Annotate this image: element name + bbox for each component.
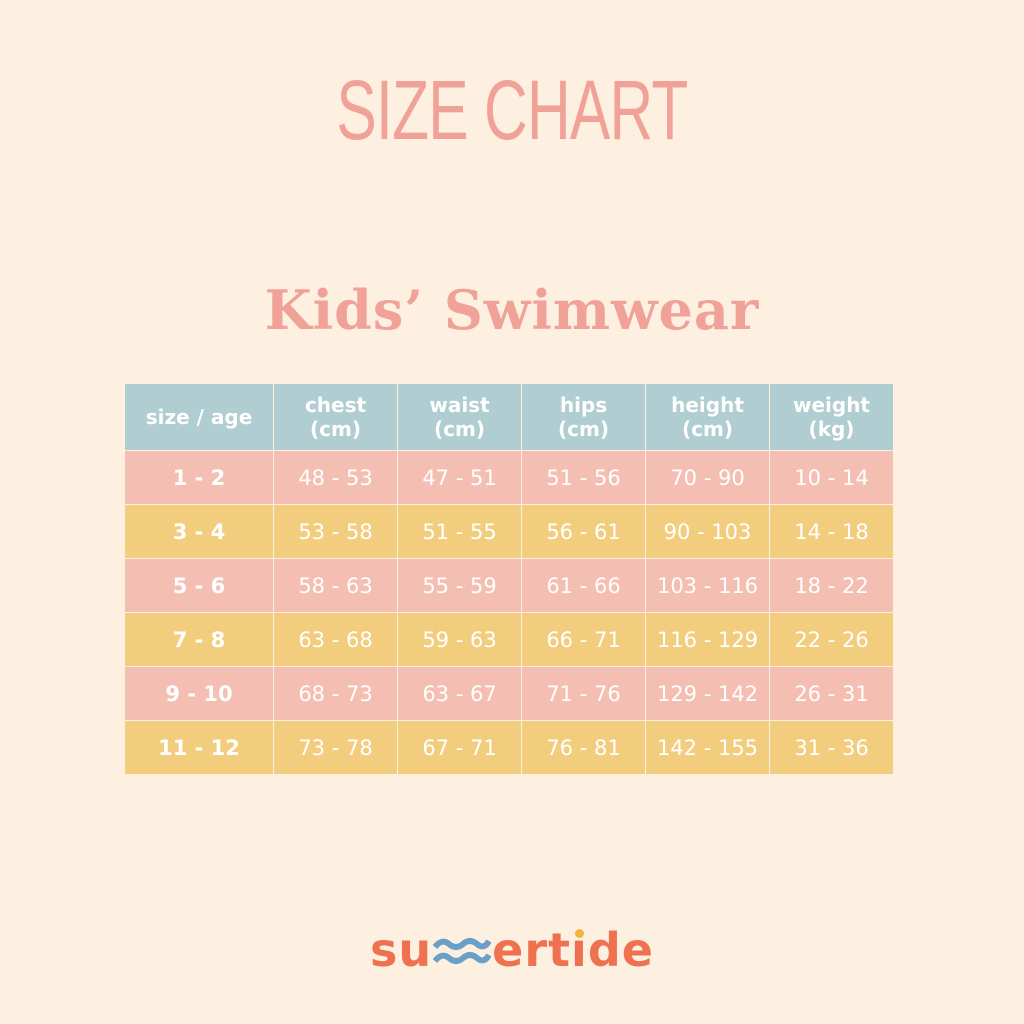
header-unit: (cm)	[434, 417, 485, 441]
size-age-cell: 3 - 4	[124, 504, 274, 559]
table-row: 3 - 4 53 - 58 51 - 55 56 - 61 90 - 103 1…	[124, 504, 894, 559]
chest-cell: 73 - 78	[273, 720, 398, 775]
chest-cell: 68 - 73	[273, 666, 398, 721]
hips-cell: 76 - 81	[521, 720, 646, 775]
header-waist: waist (cm)	[397, 383, 522, 451]
weight-cell: 22 - 26	[769, 612, 894, 667]
waist-cell: 55 - 59	[397, 558, 522, 613]
waist-cell: 59 - 63	[397, 612, 522, 667]
height-cell: 90 - 103	[645, 504, 770, 559]
height-cell: 142 - 155	[645, 720, 770, 775]
hips-cell: 51 - 56	[521, 450, 646, 505]
chest-cell: 58 - 63	[273, 558, 398, 613]
logo-i-dot	[575, 929, 585, 938]
waist-cell: 47 - 51	[397, 450, 522, 505]
wave-icon	[433, 937, 492, 964]
size-age-cell: 11 - 12	[124, 720, 274, 775]
header-chest: chest (cm)	[273, 383, 398, 451]
height-cell: 116 - 129	[645, 612, 770, 667]
hips-cell: 66 - 71	[521, 612, 646, 667]
table-row: 11 - 12 73 - 78 67 - 71 76 - 81 142 - 15…	[124, 720, 894, 775]
logo-i-stem: ı	[571, 923, 588, 977]
header-label: height	[671, 393, 744, 417]
size-age-cell: 9 - 10	[124, 666, 274, 721]
weight-cell: 31 - 36	[769, 720, 894, 775]
header-hips: hips (cm)	[521, 383, 646, 451]
logo-text-suffix: de	[587, 923, 654, 977]
weight-cell: 26 - 31	[769, 666, 894, 721]
header-unit: (cm)	[558, 417, 609, 441]
header-weight: weight (kg)	[769, 383, 894, 451]
logo-text-middle: ert	[492, 923, 572, 977]
size-age-cell: 5 - 6	[124, 558, 274, 613]
waist-cell: 67 - 71	[397, 720, 522, 775]
weight-cell: 10 - 14	[769, 450, 894, 505]
page-subtitle: Kids’ Swimwear	[264, 278, 760, 342]
table-row: 5 - 6 58 - 63 55 - 59 61 - 66 103 - 116 …	[124, 558, 894, 613]
header-unit: (cm)	[682, 417, 733, 441]
size-table: size / age chest (cm) waist (cm) hips (c…	[124, 383, 894, 775]
logo-letter-i: ı	[571, 920, 588, 980]
table-row: 9 - 10 68 - 73 63 - 67 71 - 76 129 - 142…	[124, 666, 894, 721]
page-title: SIZE CHART	[336, 63, 688, 157]
chest-cell: 63 - 68	[273, 612, 398, 667]
chest-cell: 53 - 58	[273, 504, 398, 559]
logo-text-prefix: su	[370, 923, 433, 977]
waist-cell: 51 - 55	[397, 504, 522, 559]
header-label: chest	[304, 393, 367, 417]
weight-cell: 18 - 22	[769, 558, 894, 613]
size-age-cell: 1 - 2	[124, 450, 274, 505]
header-size-age: size / age	[124, 383, 274, 451]
hips-cell: 61 - 66	[521, 558, 646, 613]
hips-cell: 56 - 61	[521, 504, 646, 559]
header-label: weight	[792, 393, 870, 417]
table-row: 1 - 2 48 - 53 47 - 51 51 - 56 70 - 90 10…	[124, 450, 894, 505]
height-cell: 70 - 90	[645, 450, 770, 505]
size-age-cell: 7 - 8	[124, 612, 274, 667]
header-label: hips	[559, 393, 608, 417]
header-height: height (cm)	[645, 383, 770, 451]
table-header-row: size / age chest (cm) waist (cm) hips (c…	[124, 383, 894, 451]
brand-logo: su ertı de	[0, 920, 1024, 980]
waist-cell: 63 - 67	[397, 666, 522, 721]
weight-cell: 14 - 18	[769, 504, 894, 559]
height-cell: 129 - 142	[645, 666, 770, 721]
header-label: size / age	[145, 405, 253, 429]
header-label: waist	[429, 393, 490, 417]
height-cell: 103 - 116	[645, 558, 770, 613]
chest-cell: 48 - 53	[273, 450, 398, 505]
hips-cell: 71 - 76	[521, 666, 646, 721]
header-unit: (kg)	[808, 417, 855, 441]
header-unit: (cm)	[310, 417, 361, 441]
table-row: 7 - 8 63 - 68 59 - 63 66 - 71 116 - 129 …	[124, 612, 894, 667]
